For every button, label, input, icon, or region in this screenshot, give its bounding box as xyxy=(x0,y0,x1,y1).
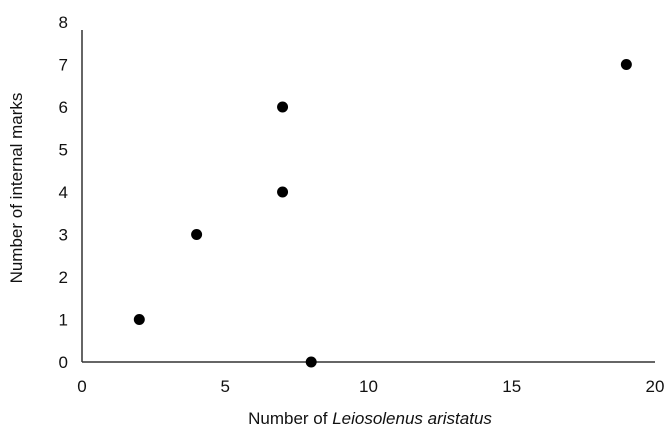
data-point xyxy=(305,356,317,368)
y-tick-label: 7 xyxy=(59,56,68,75)
x-tick-label: 20 xyxy=(646,377,665,396)
y-tick-label: 1 xyxy=(59,311,68,330)
x-axis-title-prefix: Number of xyxy=(248,409,332,428)
y-tick-label: 0 xyxy=(59,353,68,372)
y-axis-title: Number of internal marks xyxy=(7,93,26,284)
x-tick-labels: 0 5 10 15 20 xyxy=(77,377,664,396)
data-point xyxy=(277,186,289,198)
y-tick-labels: 0 1 2 3 4 5 6 7 8 xyxy=(59,13,68,372)
y-tick-label: 8 xyxy=(59,13,68,32)
y-tick-label: 5 xyxy=(59,141,68,160)
x-tick-label: 5 xyxy=(221,377,230,396)
data-point xyxy=(620,59,632,70)
y-tick-label: 6 xyxy=(59,98,68,117)
x-tick-label: 0 xyxy=(77,377,86,396)
data-point xyxy=(277,101,289,113)
y-tick-label: 2 xyxy=(59,268,68,287)
x-axis-title: Number of Leiosolenus aristatus xyxy=(248,409,492,428)
data-point xyxy=(133,314,145,325)
data-points xyxy=(133,59,632,368)
y-tick-label: 3 xyxy=(59,226,68,245)
x-axis-title-species: Leiosolenus aristatus xyxy=(332,409,492,428)
x-tick-label: 15 xyxy=(502,377,521,396)
data-point xyxy=(191,229,203,240)
y-tick-label: 4 xyxy=(59,183,68,202)
x-tick-label: 10 xyxy=(359,377,378,396)
